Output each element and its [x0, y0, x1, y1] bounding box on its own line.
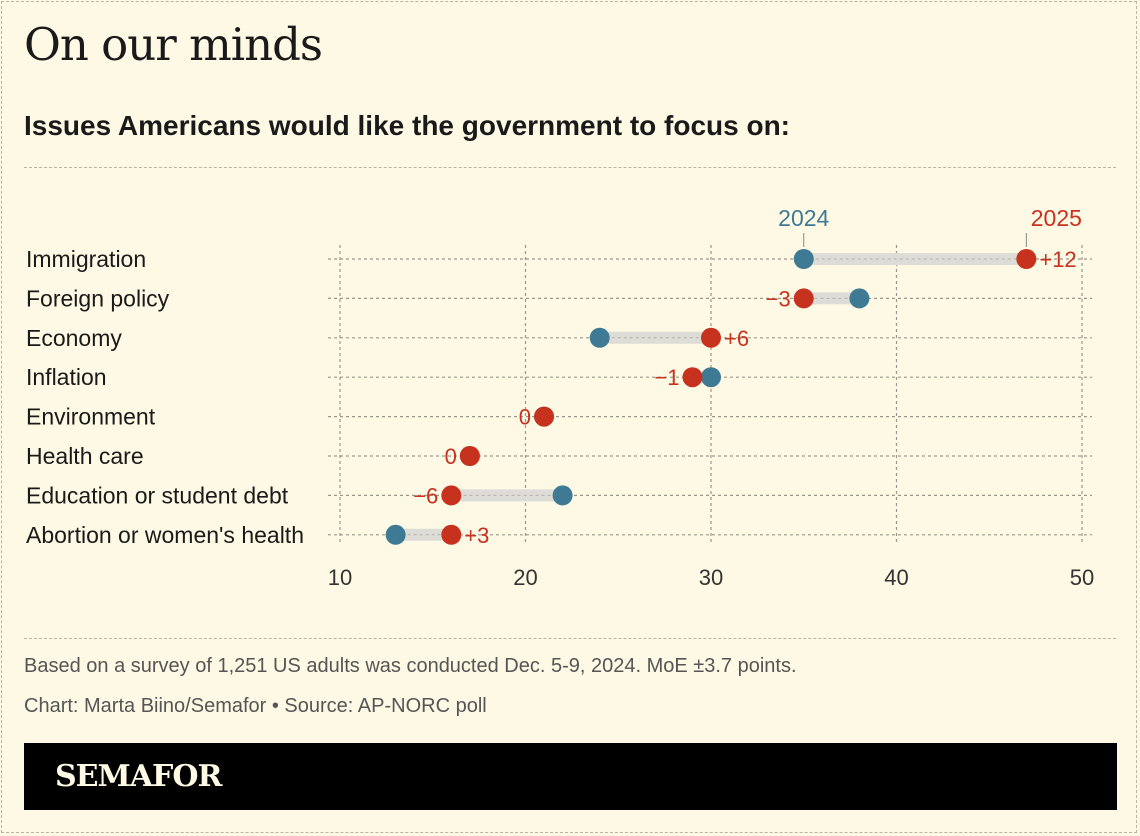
top-divider	[24, 167, 1116, 168]
dumbbell-chart: 10 20 30 40 50 Immigration +12 Foreign policy −3…	[26, 205, 1094, 590]
chart-title: On our minds	[24, 18, 323, 71]
credit-line: Chart: Marta Biino/Semafor • Source: AP-…	[24, 695, 487, 717]
dot-2024	[701, 367, 721, 388]
change-label: +3	[464, 523, 489, 548]
change-label: 0	[445, 444, 457, 469]
change-label: +12	[1039, 247, 1076, 272]
footnote: Based on a survey of 1,251 US adults was…	[24, 655, 797, 677]
dot-2024	[793, 249, 814, 269]
dot-2025	[441, 524, 462, 545]
series-label-2025: 2025	[1031, 205, 1082, 231]
series-label-2024: 2024	[778, 205, 829, 231]
dot-2025	[682, 367, 703, 388]
change-label: −3	[766, 286, 791, 311]
dot-2025	[1016, 249, 1037, 269]
change-label: 0	[519, 405, 531, 430]
dot-2025	[793, 288, 814, 309]
category-label: Inflation	[26, 364, 107, 390]
dot-2024	[589, 327, 610, 348]
category-label: Abortion or women's health	[26, 522, 304, 548]
dot-2024	[385, 524, 406, 545]
category-label: Education or student debt	[26, 482, 289, 508]
dot-2024	[552, 485, 573, 506]
category-label: Foreign policy	[26, 285, 170, 311]
semafor-logo: SEMAFOR	[55, 759, 222, 794]
change-label: +6	[724, 326, 749, 351]
category-label: Immigration	[26, 246, 146, 272]
x-tick-label: 40	[884, 565, 908, 590]
chart-subtitle: Issues Americans would like the governme…	[24, 110, 791, 141]
dot-2025	[701, 327, 721, 348]
x-tick-label: 10	[328, 565, 352, 590]
brand-bar: SEMAFOR	[24, 743, 1117, 810]
category-label: Environment	[26, 404, 156, 430]
x-tick-label: 20	[513, 565, 537, 590]
dot-2025	[459, 446, 480, 466]
dot-2024	[849, 288, 870, 309]
change-label: −1	[654, 365, 679, 390]
category-label: Economy	[26, 325, 122, 351]
dot-2025	[441, 485, 462, 506]
bottom-divider	[24, 638, 1116, 639]
x-tick-label: 50	[1070, 565, 1094, 590]
x-tick-label: 30	[699, 565, 723, 590]
category-label: Health care	[26, 443, 144, 469]
change-label: −6	[413, 483, 438, 508]
dot-2025	[534, 406, 555, 427]
